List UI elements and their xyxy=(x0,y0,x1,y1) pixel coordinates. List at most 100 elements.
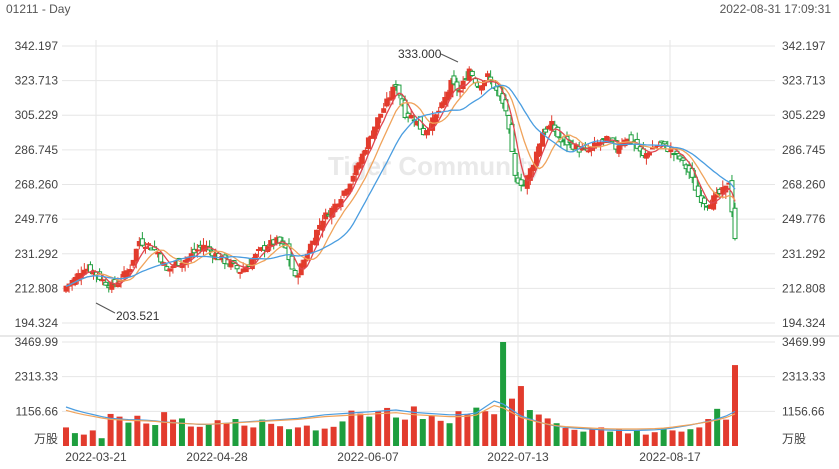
candle-body xyxy=(469,70,475,77)
candle-body xyxy=(194,249,200,252)
volume-axis-labels: 3469.99 3469.99 2313.33 2313.33 1156.66 1156.… xyxy=(15,335,826,446)
volume-bar xyxy=(107,413,114,446)
volume-bar xyxy=(598,427,605,446)
candle-body xyxy=(295,275,301,278)
volume-bar xyxy=(196,426,203,446)
price-tick-right: 212.808 xyxy=(782,281,826,295)
candle-body xyxy=(100,279,106,282)
candle-body xyxy=(680,157,686,161)
volume-bar xyxy=(223,423,230,446)
volume-bar xyxy=(410,406,417,446)
volume-bar xyxy=(714,408,721,446)
volume-bar xyxy=(232,419,239,446)
volume-bar xyxy=(375,411,382,446)
candle-body xyxy=(732,207,738,240)
volume-bar xyxy=(80,434,87,446)
candle-body xyxy=(509,123,515,152)
volume-bar xyxy=(303,425,310,446)
candle-body xyxy=(344,188,350,195)
candle-body xyxy=(677,155,683,160)
price-axis-labels: 342.197 342.197 323.713 323.713 305.229 305.2… xyxy=(15,39,826,330)
volume-bar xyxy=(294,427,301,446)
volume-bar xyxy=(178,418,185,446)
ma10-line xyxy=(65,78,736,287)
volume-bar xyxy=(419,419,426,446)
volume-tick-left: 3469.99 xyxy=(15,335,59,349)
volume-ma-lines xyxy=(65,400,736,431)
volume-bar xyxy=(509,398,515,446)
volume-bar xyxy=(589,429,596,446)
candle-body xyxy=(372,126,378,139)
volume-bar xyxy=(357,413,364,446)
low-annotation-label: 203.521 xyxy=(116,309,160,323)
date-axis-labels: 2022-03-21 2022-04-28 2022-06-07 2022-07-13… xyxy=(65,450,701,464)
candle-body xyxy=(350,175,356,182)
candle-body xyxy=(390,86,396,100)
volume-tick-right: 3469.99 xyxy=(782,335,826,349)
candle-body xyxy=(103,281,109,286)
candle-body xyxy=(347,183,353,192)
candle-body xyxy=(359,153,365,164)
candle-body xyxy=(482,80,488,87)
volume-bar xyxy=(669,430,676,446)
volume-bar xyxy=(633,430,640,446)
volume-bar xyxy=(205,424,212,446)
candle-body xyxy=(555,126,561,138)
volume-unit-right: 万股 xyxy=(782,432,806,446)
candle-body xyxy=(616,145,622,154)
candle-body xyxy=(533,151,539,166)
volume-bar xyxy=(500,341,507,446)
volume-tick-left: 1156.66 xyxy=(16,404,59,418)
volume-bar xyxy=(580,431,587,446)
candle-body xyxy=(63,285,69,292)
volume-bar xyxy=(705,419,712,446)
high-annotation-line xyxy=(440,53,459,63)
candle-body xyxy=(524,175,530,189)
candle-body xyxy=(307,243,313,254)
chart-grid xyxy=(0,40,839,446)
candle-body xyxy=(457,90,463,93)
chart-header-symbol: 01211 - Day xyxy=(6,2,71,16)
candle-body xyxy=(585,150,591,153)
ma5-line xyxy=(65,76,736,287)
candle-body xyxy=(485,73,491,78)
candle-body xyxy=(662,141,668,145)
volume-bar xyxy=(535,414,542,446)
candle-body xyxy=(643,153,649,159)
volume-bar xyxy=(562,428,569,446)
volume-bar xyxy=(651,432,658,446)
candle-body xyxy=(628,134,634,145)
candle-body xyxy=(124,270,130,277)
candle-body xyxy=(408,114,414,119)
candle-body xyxy=(668,148,674,153)
volume-bar xyxy=(455,411,462,446)
candle-body xyxy=(320,220,326,231)
candle-body xyxy=(155,251,161,255)
candle-body xyxy=(500,93,506,104)
price-tick-right: 249.776 xyxy=(782,212,826,226)
candle-body xyxy=(145,243,151,246)
candle-body xyxy=(381,108,387,113)
chart-header-timestamp: 2022-08-31 17:09:31 xyxy=(719,2,831,16)
volume-bar xyxy=(89,430,96,446)
price-tick-left: 342.197 xyxy=(15,39,59,53)
price-tick-left: 212.808 xyxy=(15,281,59,295)
volume-bar xyxy=(348,410,355,446)
volume-bar xyxy=(143,423,150,446)
price-tick-left: 286.745 xyxy=(15,143,59,157)
candle-body xyxy=(543,128,549,133)
candle-body xyxy=(234,265,240,270)
candle-body xyxy=(277,236,283,244)
volume-bar xyxy=(63,427,69,446)
price-tick-right: 342.197 xyxy=(782,39,826,53)
candle-body xyxy=(695,185,701,198)
volume-bar xyxy=(696,427,703,446)
volume-bar xyxy=(723,419,730,446)
candle-body xyxy=(430,117,436,131)
volume-bar xyxy=(482,411,489,446)
volume-bar xyxy=(437,420,444,446)
candle-body xyxy=(243,266,249,273)
volume-bar xyxy=(393,417,400,446)
candle-body xyxy=(365,137,371,150)
volume-bar xyxy=(571,429,578,446)
